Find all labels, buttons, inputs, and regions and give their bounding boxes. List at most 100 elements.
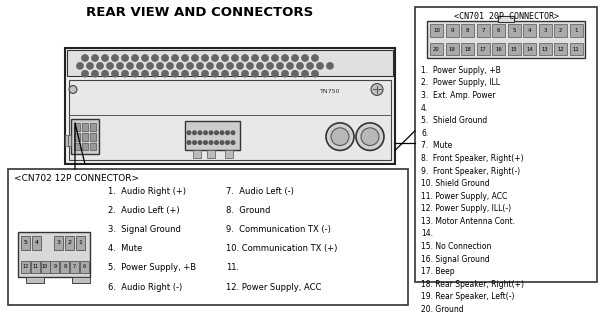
Text: 4: 4 <box>35 240 38 245</box>
Circle shape <box>297 63 303 69</box>
Circle shape <box>242 71 248 77</box>
Text: 14: 14 <box>526 47 533 52</box>
Text: 13. Motor Antenna Cont.: 13. Motor Antenna Cont. <box>421 217 515 226</box>
Circle shape <box>142 71 148 77</box>
Circle shape <box>222 71 228 77</box>
Text: 18. Rear Speaker, Right(+): 18. Rear Speaker, Right(+) <box>421 280 524 289</box>
Text: 9.  Front Speaker, Right(-): 9. Front Speaker, Right(-) <box>421 167 520 175</box>
Bar <box>225 151 233 158</box>
Bar <box>539 43 551 55</box>
Bar <box>554 24 567 37</box>
Bar <box>21 236 30 250</box>
Circle shape <box>312 71 318 77</box>
Circle shape <box>142 55 148 61</box>
Bar <box>32 236 41 250</box>
Text: 20: 20 <box>433 47 440 52</box>
Text: 8.  Front Speaker, Right(+): 8. Front Speaker, Right(+) <box>421 154 524 163</box>
Text: 15. No Connection: 15. No Connection <box>421 242 491 251</box>
Bar <box>476 24 490 37</box>
Circle shape <box>361 128 379 146</box>
Bar <box>68 135 71 146</box>
Text: 3: 3 <box>56 240 61 245</box>
Text: 9.  Communication TX (-): 9. Communication TX (-) <box>226 225 331 234</box>
Text: 12. Power Supply, ILL(-): 12. Power Supply, ILL(-) <box>421 204 511 213</box>
Circle shape <box>202 55 208 61</box>
Text: 15: 15 <box>511 47 517 52</box>
Bar <box>54 236 63 250</box>
Bar <box>67 50 393 76</box>
Circle shape <box>287 63 293 69</box>
Text: 1.  Audio Right (+): 1. Audio Right (+) <box>108 187 186 196</box>
Bar <box>90 123 96 131</box>
Bar <box>60 261 69 273</box>
Circle shape <box>117 63 123 69</box>
Bar <box>76 236 85 250</box>
Text: 11. Power Supply, ACC: 11. Power Supply, ACC <box>421 192 507 201</box>
Bar <box>508 24 521 37</box>
Text: 2: 2 <box>559 28 562 33</box>
Text: 3.  Ext. Amp. Power: 3. Ext. Amp. Power <box>421 91 496 100</box>
Circle shape <box>172 55 178 61</box>
Circle shape <box>226 131 229 135</box>
Bar <box>569 24 583 37</box>
Circle shape <box>226 141 229 144</box>
Text: 6: 6 <box>497 28 500 33</box>
Bar <box>415 7 597 282</box>
Bar <box>569 43 583 55</box>
Circle shape <box>212 55 218 61</box>
Text: 10: 10 <box>433 28 440 33</box>
Circle shape <box>152 71 158 77</box>
Circle shape <box>132 55 138 61</box>
Text: 7: 7 <box>73 264 76 269</box>
Text: 4.: 4. <box>421 104 428 113</box>
Text: 8: 8 <box>466 28 469 33</box>
Circle shape <box>272 55 278 61</box>
Bar <box>72 277 90 283</box>
Text: 2.  Power Supply, ILL: 2. Power Supply, ILL <box>421 78 500 88</box>
Circle shape <box>193 131 196 135</box>
Bar <box>207 151 215 158</box>
Bar <box>508 43 521 55</box>
Circle shape <box>326 123 354 151</box>
Text: 19: 19 <box>449 47 455 52</box>
Text: 10. Shield Ground: 10. Shield Ground <box>421 179 490 188</box>
Bar <box>492 43 505 55</box>
Circle shape <box>112 55 118 61</box>
Circle shape <box>137 63 143 69</box>
Text: 17. Beep: 17. Beep <box>421 267 455 276</box>
Circle shape <box>112 71 118 77</box>
Circle shape <box>282 55 288 61</box>
Circle shape <box>222 55 228 61</box>
Circle shape <box>209 131 213 135</box>
Circle shape <box>331 128 349 146</box>
Circle shape <box>207 63 213 69</box>
Circle shape <box>127 63 133 69</box>
Bar <box>65 236 74 250</box>
Bar <box>8 169 408 305</box>
Circle shape <box>371 83 383 95</box>
Circle shape <box>157 63 163 69</box>
Circle shape <box>292 55 298 61</box>
Circle shape <box>227 63 233 69</box>
Text: 17: 17 <box>479 47 487 52</box>
Circle shape <box>267 63 273 69</box>
Circle shape <box>192 71 198 77</box>
Text: 6.: 6. <box>421 129 428 138</box>
Circle shape <box>302 55 308 61</box>
Bar <box>69 80 391 160</box>
Bar <box>461 24 474 37</box>
Text: 11: 11 <box>32 264 38 269</box>
Text: 12: 12 <box>557 47 564 52</box>
Bar <box>18 232 90 277</box>
Bar <box>82 123 88 131</box>
Circle shape <box>272 71 278 77</box>
Text: 20. Ground: 20. Ground <box>421 305 464 314</box>
Text: 16. Signal Ground: 16. Signal Ground <box>421 255 490 264</box>
Circle shape <box>252 71 258 77</box>
Circle shape <box>162 55 168 61</box>
Bar <box>427 21 585 58</box>
Circle shape <box>242 55 248 61</box>
Bar <box>50 261 59 273</box>
Circle shape <box>232 71 238 77</box>
Text: 4: 4 <box>528 28 531 33</box>
